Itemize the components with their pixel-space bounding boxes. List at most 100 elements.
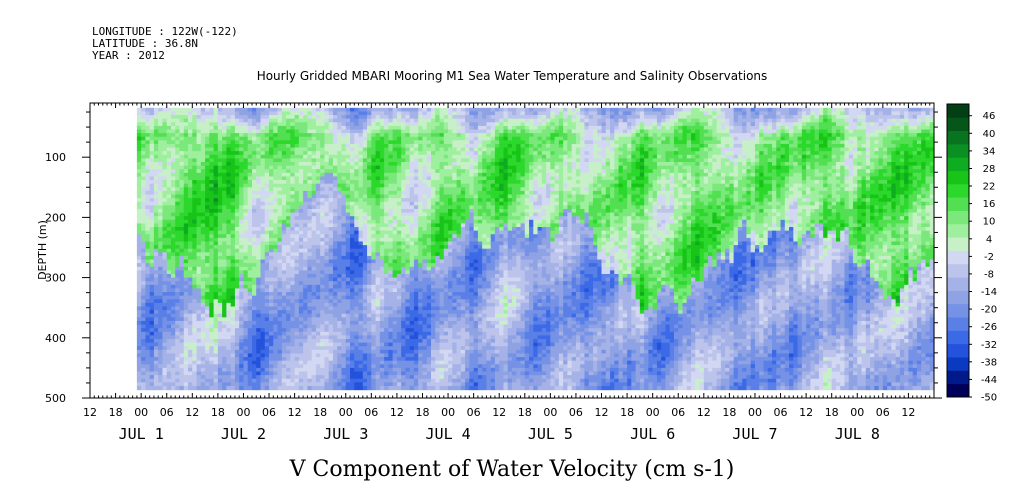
field-cell	[345, 172, 351, 178]
field-cell	[209, 367, 215, 373]
field-cell	[405, 324, 411, 329]
field-cell	[153, 219, 159, 225]
field-cell	[269, 172, 274, 178]
field-cell	[162, 320, 168, 326]
field-cell	[307, 317, 313, 322]
field-cell	[217, 255, 223, 261]
field-cell	[183, 382, 189, 387]
field-cell	[222, 216, 227, 221]
field-cell	[328, 339, 334, 344]
field-cell	[179, 176, 185, 181]
field-cell	[158, 273, 164, 279]
field-cell	[170, 223, 176, 228]
field-cell	[273, 349, 279, 355]
field-cell	[332, 357, 338, 362]
field-cell	[196, 122, 202, 127]
field-cell	[256, 248, 262, 253]
field-cell	[222, 335, 227, 340]
field-cell	[281, 317, 287, 322]
field-cell	[350, 125, 355, 131]
field-cell	[234, 331, 240, 336]
field-cell	[307, 187, 313, 192]
field-cell	[162, 328, 168, 333]
field-cell	[388, 288, 394, 293]
field-cell	[209, 346, 215, 351]
field-cell	[166, 266, 172, 271]
field-cell	[230, 198, 236, 203]
field-cell	[371, 255, 377, 261]
field-cell	[354, 367, 360, 373]
field-cell	[145, 346, 151, 351]
field-cell	[384, 310, 389, 315]
field-cell	[298, 313, 304, 318]
field-cell	[294, 349, 300, 355]
field-cell	[149, 277, 155, 282]
field-cell	[358, 263, 364, 268]
field-cell	[175, 201, 181, 206]
field-cell	[192, 378, 198, 383]
field-cell	[311, 129, 317, 134]
field-cell	[205, 306, 210, 311]
field-cell	[192, 317, 198, 322]
field-cell	[294, 339, 300, 344]
field-cell	[188, 133, 193, 138]
field-cell	[345, 367, 351, 373]
field-cell	[149, 248, 155, 253]
field-cell	[315, 273, 321, 279]
field-cell	[320, 129, 326, 134]
field-cell	[145, 107, 151, 113]
field-cell	[200, 227, 206, 232]
field-cell	[328, 306, 334, 311]
field-cell	[196, 230, 202, 235]
field-cell	[243, 349, 249, 355]
field-cell	[141, 216, 147, 221]
field-cell	[234, 147, 240, 152]
field-cell	[273, 320, 279, 326]
field-cell	[358, 306, 364, 311]
field-cell	[315, 277, 321, 282]
field-cell	[260, 183, 266, 188]
field-cell	[196, 346, 202, 351]
field-cell	[286, 194, 291, 199]
field-cell	[136, 125, 142, 131]
field-cell	[200, 165, 206, 170]
field-cell	[332, 208, 338, 214]
field-cell	[392, 194, 398, 199]
field-cell	[209, 245, 215, 250]
field-cell	[341, 201, 347, 206]
field-cell	[175, 317, 181, 322]
field-cell	[217, 165, 223, 170]
field-cell	[239, 302, 245, 308]
field-cell	[213, 245, 219, 250]
field-cell	[192, 169, 198, 174]
field-cell	[354, 122, 360, 127]
field-cell	[192, 151, 198, 156]
field-cell	[281, 281, 287, 286]
field-cell	[205, 295, 210, 300]
field-cell	[332, 360, 338, 365]
field-cell	[209, 255, 215, 261]
field-cell	[205, 158, 210, 163]
field-cell	[230, 248, 236, 253]
field-cell	[141, 382, 147, 387]
field-cell	[286, 382, 291, 387]
field-cell	[158, 255, 164, 261]
field-cell	[213, 165, 219, 170]
field-cell	[396, 266, 402, 271]
field-cell	[149, 194, 155, 199]
field-cell	[315, 118, 321, 123]
field-cell	[256, 219, 262, 225]
field-cell	[264, 335, 270, 340]
field-cell	[183, 331, 189, 336]
field-cell	[166, 248, 172, 253]
field-cell	[256, 310, 262, 315]
field-cell	[298, 371, 304, 376]
field-cell	[324, 335, 330, 340]
field-cell	[153, 125, 159, 131]
field-cell	[384, 266, 389, 271]
field-cell	[362, 190, 368, 196]
field-cell	[196, 198, 202, 203]
field-cell	[149, 122, 155, 127]
field-cell	[226, 281, 232, 286]
field-cell	[281, 245, 287, 250]
